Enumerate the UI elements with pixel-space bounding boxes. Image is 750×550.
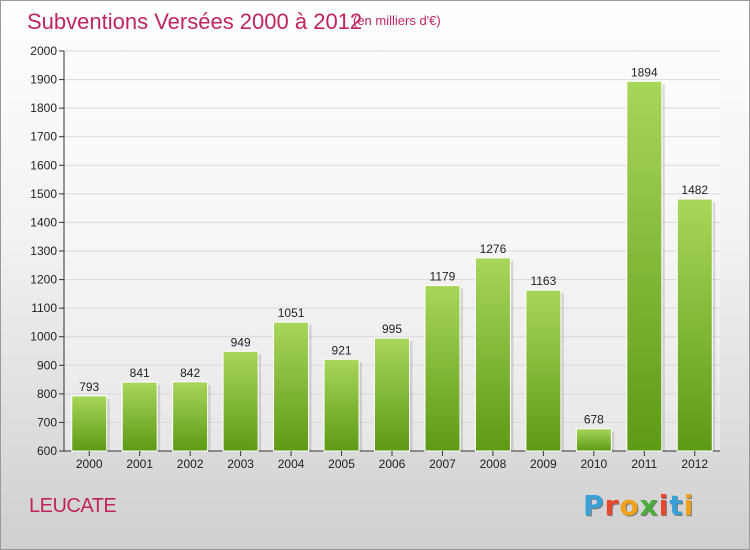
x-tick-label: 2008 (480, 457, 507, 471)
data-label: 1179 (430, 270, 456, 284)
bar (525, 289, 562, 452)
y-tick-label: 900 (37, 358, 57, 372)
bar (71, 395, 108, 452)
y-tick-label: 1600 (30, 158, 57, 172)
data-label: 1482 (681, 183, 708, 197)
data-label: 995 (382, 322, 402, 336)
y-tick-label: 1400 (30, 215, 57, 229)
chart-subtitle: (en milliers d'€) (353, 13, 441, 28)
y-tick-label: 1800 (30, 101, 57, 115)
x-tick-label: 2003 (227, 457, 254, 471)
data-label: 949 (231, 335, 251, 349)
chart-title: Subventions Versées 2000 à 2012 (27, 9, 363, 34)
y-tick-label: 1000 (30, 330, 57, 344)
bar (374, 337, 410, 452)
data-label: 1051 (278, 306, 305, 320)
x-tick-label: 2004 (278, 457, 305, 471)
bar (626, 80, 663, 452)
bar (172, 381, 209, 452)
proxiti-logo: Proxiti (583, 489, 694, 522)
y-tick-label: 1500 (30, 187, 57, 201)
logo-letter: r (604, 489, 620, 522)
x-tick-label: 2005 (328, 457, 355, 471)
bar (676, 198, 713, 452)
bar (222, 350, 259, 452)
logo-letter: i (658, 489, 670, 522)
x-tick-label: 2000 (76, 457, 103, 471)
data-label: 1163 (530, 274, 556, 288)
bar (575, 428, 612, 452)
x-tick-label: 2012 (681, 457, 708, 471)
y-tick-label: 700 (37, 415, 57, 429)
data-label: 678 (584, 413, 604, 427)
x-tick-label: 2007 (429, 457, 456, 471)
logo-letter: o (619, 489, 640, 522)
x-tick-label: 2009 (530, 457, 557, 471)
bar (474, 257, 511, 452)
data-label: 793 (79, 380, 99, 394)
bar (424, 285, 461, 452)
data-label: 842 (180, 366, 200, 380)
y-tick-label: 1100 (31, 301, 57, 315)
bar (121, 381, 158, 452)
bar (323, 358, 360, 452)
logo-letter: i (683, 489, 695, 522)
y-tick-label: 600 (37, 444, 57, 458)
y-tick-label: 2000 (30, 44, 57, 58)
data-label: 1894 (631, 65, 658, 79)
logo-letter: x (639, 489, 659, 522)
data-label: 1276 (480, 242, 507, 256)
bar (273, 321, 310, 452)
x-tick-label: 2010 (580, 457, 607, 471)
y-tick-label: 1200 (30, 273, 57, 287)
x-tick-label: 2006 (379, 457, 406, 471)
y-tick-label: 1900 (30, 73, 57, 87)
logo-letter: P (583, 489, 605, 522)
x-tick-label: 2011 (631, 457, 657, 471)
y-tick-label: 1700 (30, 130, 57, 144)
x-tick-label: 2002 (177, 457, 204, 471)
commune-name: LEUCATE (29, 495, 117, 517)
x-tick-label: 2001 (126, 457, 153, 471)
data-label: 921 (332, 343, 352, 357)
y-tick-label: 1300 (30, 244, 57, 258)
logo-letter: t (669, 489, 684, 522)
y-tick-label: 800 (37, 387, 57, 401)
data-label: 841 (130, 366, 150, 380)
